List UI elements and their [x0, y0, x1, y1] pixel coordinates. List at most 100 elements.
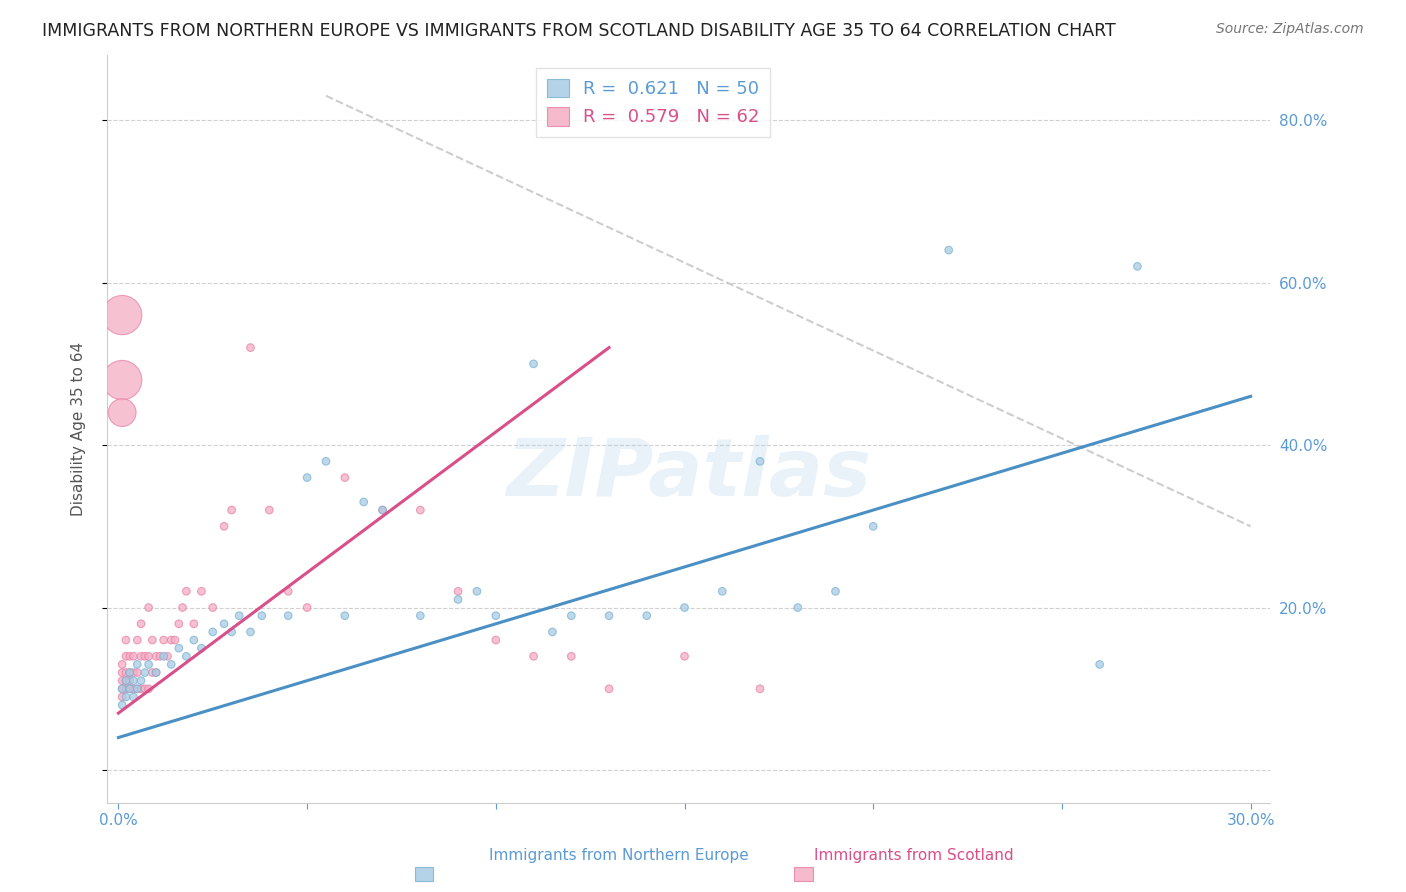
Point — [111, 373, 134, 387]
Point — [749, 681, 772, 696]
Point — [138, 681, 160, 696]
Point — [145, 649, 167, 664]
Point — [315, 454, 337, 468]
Point — [160, 657, 183, 672]
Point — [115, 673, 138, 688]
Point — [183, 616, 205, 631]
Point — [118, 673, 141, 688]
Point — [333, 608, 356, 623]
Point — [152, 649, 174, 664]
Text: ZIPatlas: ZIPatlas — [506, 434, 870, 513]
Point — [212, 519, 235, 533]
Point — [212, 616, 235, 631]
Point — [111, 673, 134, 688]
Point — [1088, 657, 1111, 672]
Point — [938, 243, 960, 257]
Point — [201, 624, 224, 639]
Point — [522, 649, 544, 664]
Point — [167, 616, 190, 631]
Point — [111, 657, 134, 672]
Point — [862, 519, 884, 533]
Point — [156, 649, 179, 664]
Point — [111, 665, 134, 680]
Point — [118, 681, 141, 696]
Point — [824, 584, 846, 599]
Point — [134, 665, 156, 680]
Point — [295, 600, 318, 615]
Point — [122, 690, 145, 704]
Point — [111, 308, 134, 322]
Point — [115, 633, 138, 648]
Point — [673, 600, 696, 615]
Point — [176, 649, 198, 664]
Point — [118, 649, 141, 664]
Point — [183, 633, 205, 648]
Point — [353, 495, 375, 509]
Point — [115, 649, 138, 664]
Point — [115, 665, 138, 680]
Point — [145, 665, 167, 680]
Point — [201, 600, 224, 615]
Point — [749, 454, 772, 468]
Point — [127, 657, 149, 672]
Point — [409, 608, 432, 623]
Point — [138, 657, 160, 672]
Point — [560, 649, 582, 664]
Point — [333, 470, 356, 484]
Point — [239, 624, 262, 639]
Point — [277, 608, 299, 623]
Point — [127, 633, 149, 648]
Point — [176, 584, 198, 599]
Point — [465, 584, 488, 599]
Text: Source: ZipAtlas.com: Source: ZipAtlas.com — [1216, 22, 1364, 37]
Point — [221, 624, 243, 639]
Point — [115, 690, 138, 704]
Point — [122, 673, 145, 688]
Point — [141, 633, 163, 648]
Point — [485, 608, 508, 623]
Text: IMMIGRANTS FROM NORTHERN EUROPE VS IMMIGRANTS FROM SCOTLAND DISABILITY AGE 35 TO: IMMIGRANTS FROM NORTHERN EUROPE VS IMMIG… — [42, 22, 1116, 40]
Point — [522, 357, 544, 371]
Text: Immigrants from Northern Europe: Immigrants from Northern Europe — [489, 848, 748, 863]
Point — [598, 608, 620, 623]
Point — [118, 681, 141, 696]
Point — [111, 690, 134, 704]
Point — [711, 584, 734, 599]
Point — [250, 608, 273, 623]
Point — [111, 698, 134, 712]
Point — [129, 649, 152, 664]
Point — [122, 681, 145, 696]
Point — [122, 665, 145, 680]
Point — [111, 681, 134, 696]
Point — [115, 673, 138, 688]
Point — [560, 608, 582, 623]
Point — [141, 665, 163, 680]
Point — [295, 470, 318, 484]
Point — [127, 665, 149, 680]
Y-axis label: Disability Age 35 to 64: Disability Age 35 to 64 — [72, 342, 86, 516]
Point — [447, 592, 470, 607]
Point — [111, 406, 134, 420]
Point — [598, 681, 620, 696]
Point — [485, 633, 508, 648]
Point — [371, 503, 394, 517]
Point — [277, 584, 299, 599]
Point — [115, 681, 138, 696]
Point — [118, 665, 141, 680]
Point — [127, 681, 149, 696]
Legend: R =  0.621   N = 50, R =  0.579   N = 62: R = 0.621 N = 50, R = 0.579 N = 62 — [536, 68, 770, 137]
Point — [172, 600, 194, 615]
Point — [160, 633, 183, 648]
Point — [118, 665, 141, 680]
Point — [541, 624, 564, 639]
Point — [134, 681, 156, 696]
Point — [190, 584, 212, 599]
Point — [138, 600, 160, 615]
Point — [673, 649, 696, 664]
Point — [127, 681, 149, 696]
Point — [167, 641, 190, 656]
Point — [221, 503, 243, 517]
Point — [122, 649, 145, 664]
Point — [163, 633, 186, 648]
Point — [1126, 260, 1149, 274]
